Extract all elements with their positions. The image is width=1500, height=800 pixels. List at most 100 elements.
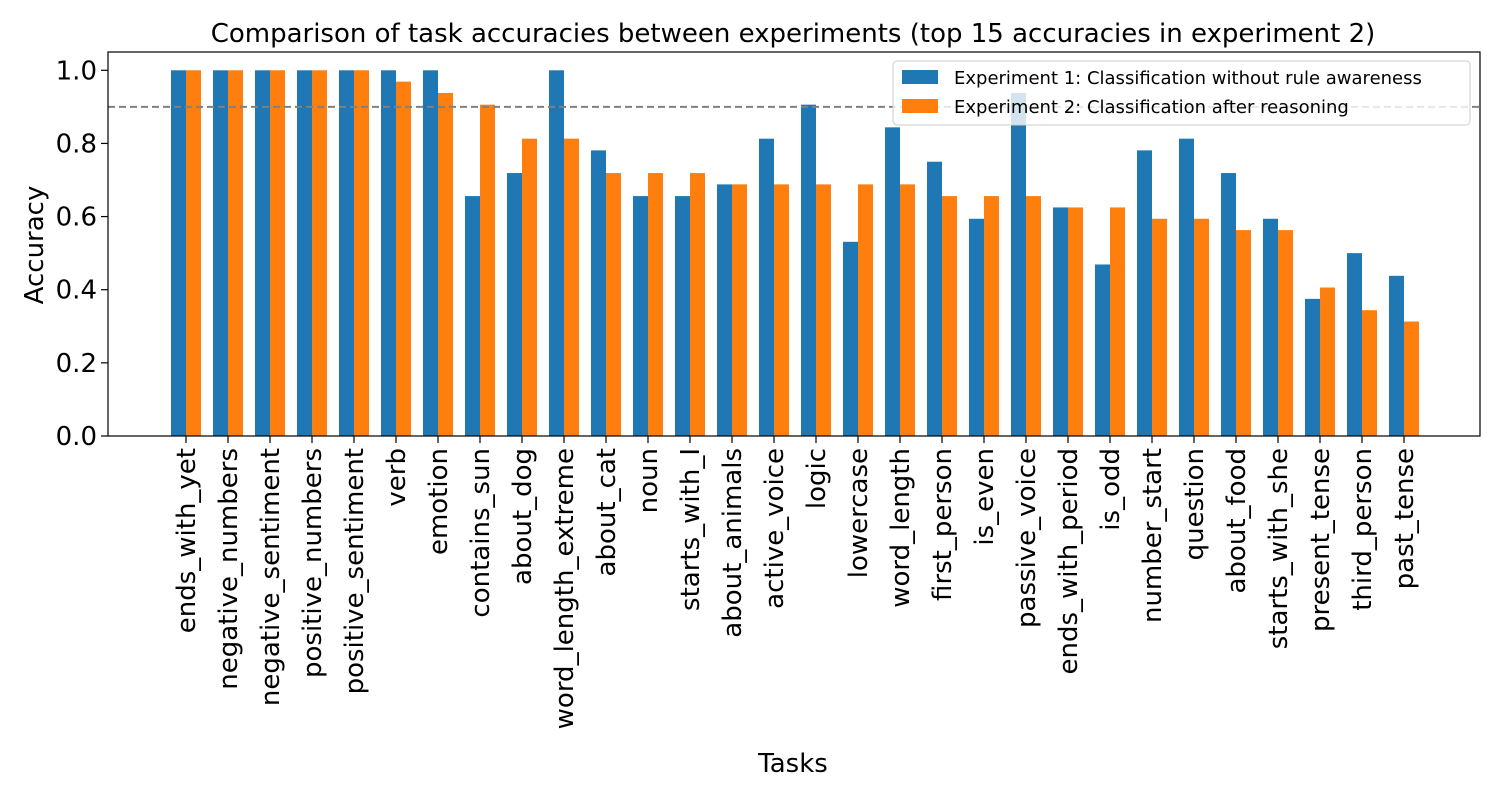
bar-exp1-verb — [381, 70, 396, 437]
bar-exp1-third_person — [1347, 253, 1362, 436]
bar-exp1-question — [1179, 138, 1194, 436]
x-tick-label: past_tense — [1390, 448, 1420, 589]
legend-swatch-exp1 — [902, 70, 938, 84]
x-tick-label: about_animals — [718, 448, 748, 638]
bar-exp1-number_start — [1137, 150, 1152, 436]
y-axis: 0.0 0.2 0.4 0.6 0.8 1.0 — [56, 56, 108, 452]
x-tick-label: ends_with_yet — [172, 448, 202, 633]
x-tick-label: third_person — [1348, 448, 1378, 611]
x-tick-label: question — [1180, 448, 1210, 560]
y-tick-label: 0.4 — [56, 276, 97, 306]
x-tick-label: contains_sun — [466, 448, 496, 618]
bar-exp2-is_odd — [1110, 207, 1125, 436]
bar-exp2-lowercase — [858, 184, 873, 436]
x-tick-label: negative_numbers — [214, 448, 244, 690]
bar-exp1-first_person — [927, 161, 942, 436]
bar-exp2-noun — [648, 173, 663, 436]
bar-exp2-logic — [816, 184, 831, 436]
x-tick-label: passive_voice — [1012, 448, 1042, 628]
bar-exp2-about_dog — [522, 138, 537, 436]
bar-exp2-about_cat — [606, 173, 621, 436]
bar-exp1-active_voice — [759, 138, 774, 436]
y-tick-label: 1.0 — [56, 56, 97, 86]
bar-exp2-positive_sentiment — [354, 70, 369, 437]
bar-exp1-present_tense — [1305, 298, 1320, 436]
bar-exp1-positive_sentiment — [339, 70, 354, 437]
bar-exp2-question — [1194, 218, 1209, 436]
x-tick-label: lowercase — [844, 448, 874, 578]
bar-exp1-word_length_extreme — [549, 70, 564, 437]
x-tick-label: about_cat — [592, 448, 622, 576]
bar-exp2-about_food — [1236, 230, 1251, 436]
bar-exp1-past_tense — [1389, 275, 1404, 436]
bar-exp1-word_length — [885, 127, 900, 436]
bar-exp2-active_voice — [774, 184, 789, 436]
bar-exp1-ends_with_period — [1053, 207, 1068, 436]
x-tick-label: active_voice — [760, 448, 790, 609]
x-tick-label: word_length_extreme — [550, 448, 580, 729]
bar-exp1-starts_with_she — [1263, 218, 1278, 436]
bars — [171, 70, 1419, 437]
legend-swatch-exp2 — [902, 99, 938, 113]
bar-exp2-emotion — [438, 92, 453, 437]
x-tick-label: logic — [802, 448, 832, 509]
bar-exp1-about_cat — [591, 150, 606, 436]
bar-exp2-ends_with_period — [1068, 207, 1083, 436]
x-tick-label: verb — [382, 448, 412, 507]
x-tick-label: noun — [634, 448, 664, 513]
bar-exp2-passive_voice — [1026, 196, 1041, 436]
x-tick-label: first_person — [928, 448, 958, 601]
x-tick-label: emotion — [424, 448, 454, 555]
y-tick-label: 0.6 — [56, 203, 97, 233]
bar-exp2-contains_sun — [480, 104, 495, 437]
bar-exp1-emotion — [423, 70, 438, 437]
x-tick-label: starts_with_she — [1264, 448, 1294, 649]
bar-exp2-past_tense — [1404, 321, 1419, 436]
bar-exp2-present_tense — [1320, 287, 1335, 436]
bar-exp2-negative_sentiment — [270, 70, 285, 437]
x-tick-label: number_start — [1138, 448, 1168, 623]
bar-exp1-ends_with_yet — [171, 70, 186, 437]
bar-exp1-logic — [801, 104, 816, 437]
y-tick-label: 0.8 — [56, 129, 97, 159]
bar-exp1-about_dog — [507, 173, 522, 436]
bar-exp1-about_animals — [717, 184, 732, 436]
plot-area — [107, 51, 1481, 437]
x-axis-label: Tasks — [757, 749, 828, 779]
x-tick-label: about_dog — [508, 448, 538, 585]
bar-exp1-positive_numbers — [297, 70, 312, 437]
bar-exp1-negative_sentiment — [255, 70, 270, 437]
bar-exp1-negative_numbers — [213, 70, 228, 437]
bar-exp1-is_odd — [1095, 264, 1110, 436]
bar-exp1-passive_voice — [1011, 92, 1026, 437]
chart-title: Comparison of task accuracies between ex… — [211, 19, 1376, 49]
legend-box — [892, 60, 1471, 126]
y-axis-label: Accuracy — [20, 186, 50, 305]
y-tick-label: 0.2 — [56, 349, 97, 379]
x-tick-label: starts_with_I — [676, 448, 706, 611]
y-tick-label: 0.0 — [56, 422, 97, 452]
plot-frame — [107, 51, 1481, 437]
bar-exp2-word_length — [900, 184, 915, 436]
x-tick-label: present_tense — [1306, 448, 1336, 632]
bar-exp2-starts_with_I — [690, 173, 705, 436]
bar-exp2-ends_with_yet — [186, 70, 201, 437]
legend: Experiment 1: Classification without rul… — [892, 60, 1471, 126]
bar-exp2-word_length_extreme — [564, 138, 579, 436]
x-tick-label: is_odd — [1096, 448, 1126, 531]
bar-exp2-is_even — [984, 196, 999, 436]
bar-exp2-starts_with_she — [1278, 230, 1293, 436]
x-tick-label: about_food — [1222, 448, 1252, 594]
legend-label-exp2: Experiment 2: Classification after reaso… — [954, 97, 1349, 118]
legend-label-exp1: Experiment 1: Classification without rul… — [954, 68, 1422, 89]
x-axis: ends_with_yet negative_numbers negative_se… — [172, 436, 1420, 729]
bar-exp1-about_food — [1221, 173, 1236, 436]
bar-exp1-noun — [633, 196, 648, 436]
bar-exp2-positive_numbers — [312, 70, 327, 437]
x-tick-label: is_even — [970, 448, 1000, 546]
bar-exp2-number_start — [1152, 218, 1167, 436]
x-tick-label: ends_with_period — [1054, 448, 1084, 675]
x-tick-label: word_length — [886, 448, 916, 608]
bar-exp1-contains_sun — [465, 196, 480, 436]
